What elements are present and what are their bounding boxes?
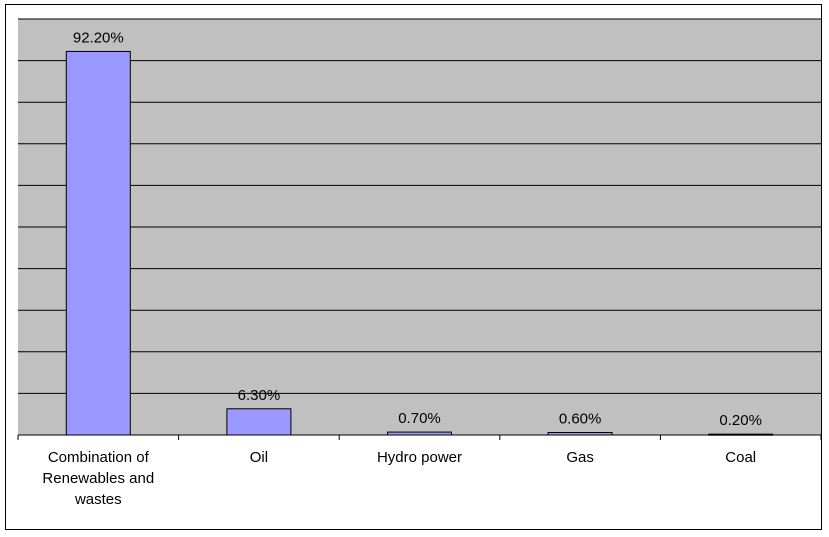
value-label-3: 0.60% (559, 411, 602, 428)
gridlines (18, 18, 821, 394)
value-label-2: 0.70% (398, 410, 441, 427)
chart-frame: 92.20% 6.30% 0.70% 0.60% 0.20% Combination o… (5, 4, 822, 530)
category-label-1-line-0: Oil (250, 449, 268, 466)
bar-chart: 92.20% 6.30% 0.70% 0.60% 0.20% Combination o… (17, 18, 821, 508)
bars (65, 50, 774, 436)
value-labels: 92.20% 6.30% 0.70% 0.60% 0.20% (73, 29, 762, 429)
x-axis-ticks (17, 435, 821, 440)
value-label-1: 6.30% (238, 387, 281, 404)
category-label-0-line-2: wastes (74, 491, 122, 508)
category-labels: Combination of Renewables and wastes Oil Hyd… (42, 449, 756, 508)
value-label-4: 0.20% (719, 412, 762, 429)
category-label-0-line-1: Renewables and (42, 470, 154, 487)
category-label-4-line-0: Coal (725, 449, 756, 466)
category-label-2-line-0: Hydro power (377, 449, 462, 466)
category-label-0-line-0: Combination of (48, 449, 150, 466)
value-label-0: 92.20% (73, 29, 124, 46)
bar-1 (226, 408, 292, 436)
category-label-3-line-0: Gas (566, 449, 594, 466)
bar-0 (65, 50, 131, 436)
